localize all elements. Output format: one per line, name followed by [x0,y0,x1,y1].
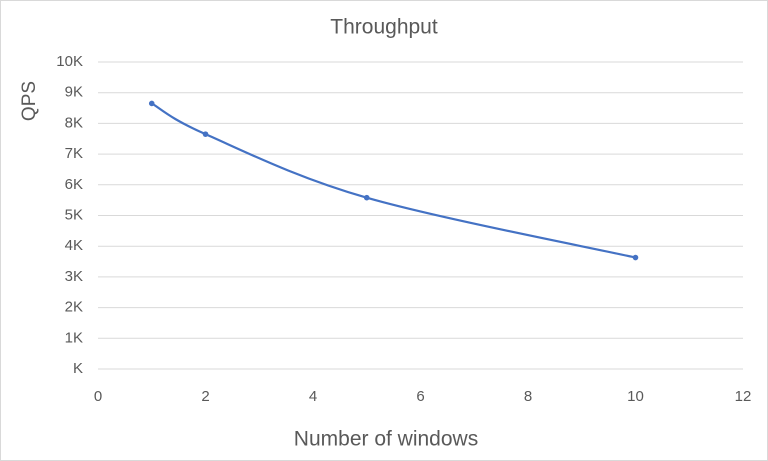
series-line [151,102,636,259]
y-tick-label: 2K [65,299,83,316]
y-tick-label: 1K [65,329,83,346]
y-tick-label: 6K [65,176,83,193]
x-axis-title: Number of windows [294,428,478,451]
data-point [363,194,370,201]
y-tick-label: 10K [56,53,83,70]
y-tick-label: 9K [65,84,83,101]
x-tick-label: 12 [735,388,752,405]
y-tick-label: 8K [65,114,83,131]
x-tick-label: 2 [201,388,209,405]
x-tick-label: 6 [416,388,424,405]
x-tick-label: 0 [94,388,102,405]
x-tick-label: 10 [627,388,644,405]
y-axis-title: QPS [19,81,40,121]
y-tick-label: 7K [65,145,83,162]
data-point [148,100,155,107]
y-tick-label: 3K [65,268,83,285]
chart-title: Throughput [330,16,438,39]
y-tick-label: 5K [65,206,83,223]
x-tick-label: 8 [524,388,532,405]
data-point [632,254,639,261]
x-tick-label: 4 [309,388,317,405]
y-tick-label: 4K [65,237,83,254]
y-tick-label: K [73,360,83,377]
data-point [202,131,209,137]
